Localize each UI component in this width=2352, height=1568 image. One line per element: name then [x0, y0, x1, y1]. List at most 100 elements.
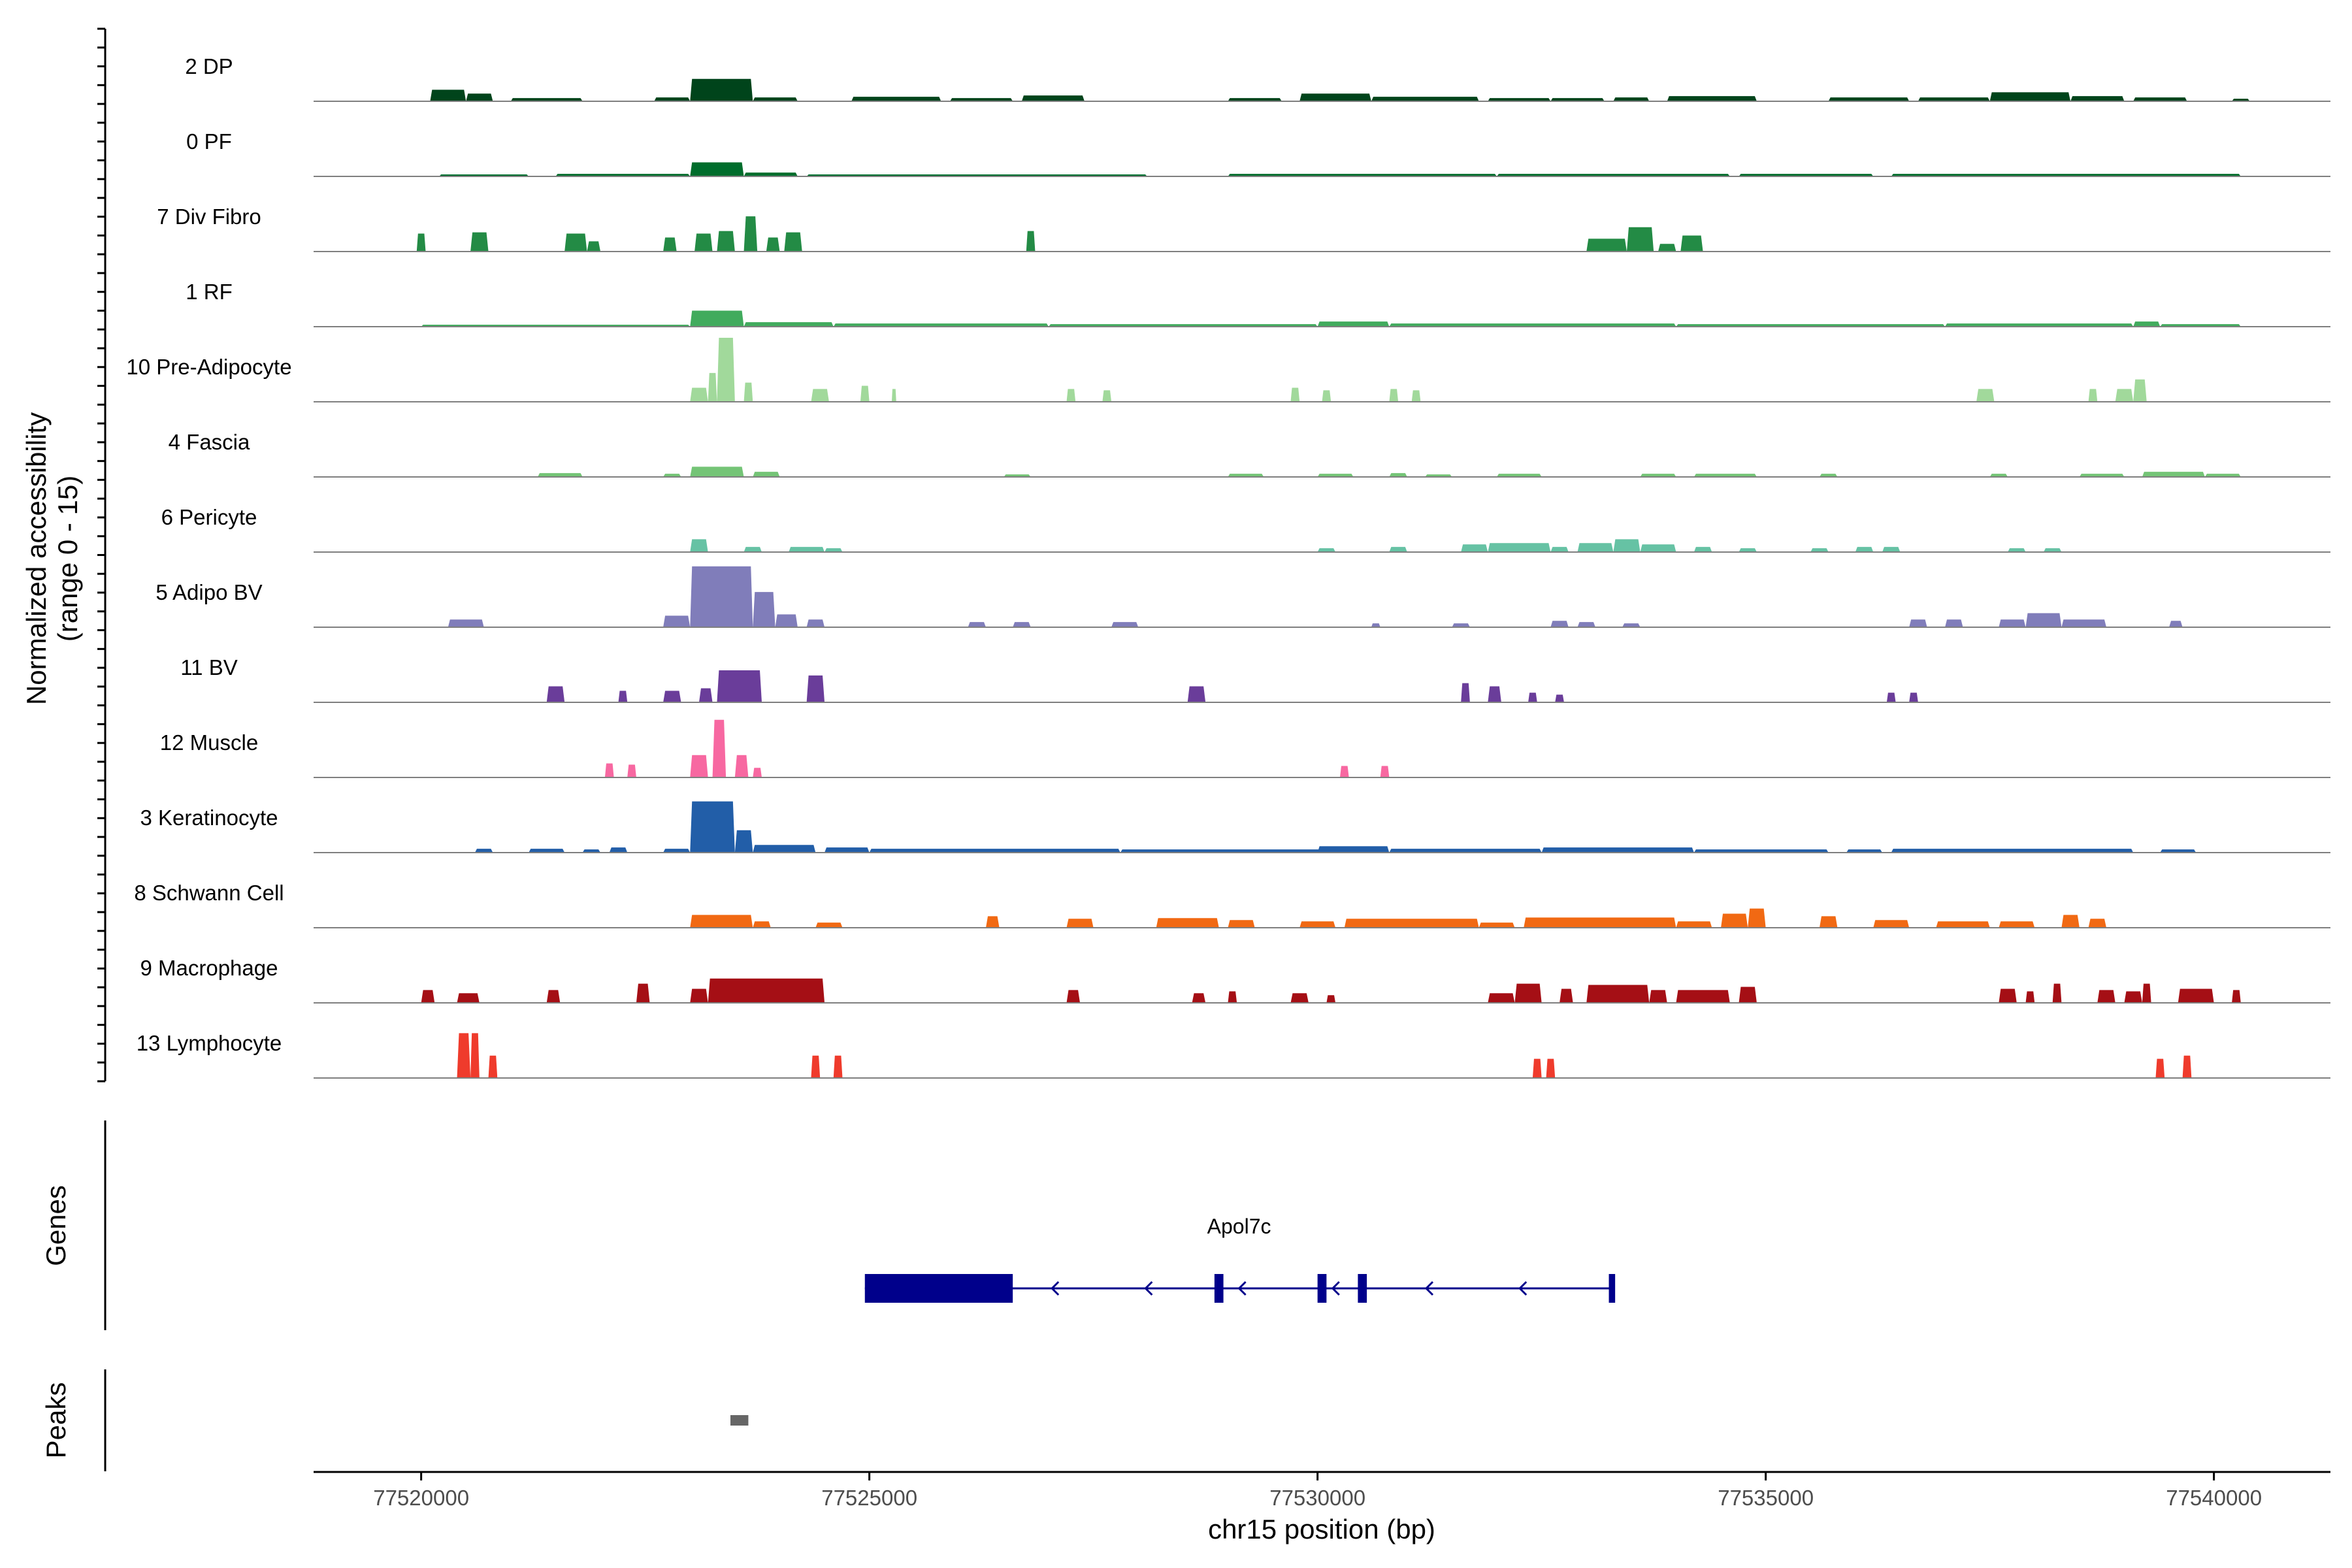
- coverage-peak: [833, 1055, 843, 1078]
- coverage-peak: [986, 916, 1000, 928]
- coverage-peak: [690, 162, 744, 176]
- coverage-peak: [1560, 988, 1573, 1003]
- coverage-peak: [753, 845, 816, 853]
- coverage-peak: [1497, 474, 1542, 477]
- track-2: 0 PF: [186, 129, 2330, 177]
- coverage-peak: [1613, 539, 1641, 552]
- gene-name-label: Apol7c: [1207, 1215, 1271, 1238]
- coverage-peak: [753, 768, 762, 777]
- coverage-peak: [1626, 227, 1654, 252]
- coverage-peak: [1322, 390, 1331, 402]
- coverage-peak: [2232, 990, 2241, 1003]
- coverage-peak: [1909, 693, 1918, 702]
- coverage-peak: [1550, 621, 1569, 627]
- coverage-peak: [474, 849, 493, 853]
- coverage-peak: [457, 1033, 471, 1078]
- coverage-peak: [1344, 919, 1479, 928]
- track-4: 1 RF: [186, 280, 2330, 327]
- coverage-peak: [1873, 920, 1910, 928]
- coverage-peak: [690, 801, 735, 853]
- coverage-peak: [1514, 983, 1542, 1003]
- coverage-peak: [546, 990, 561, 1003]
- track-label: 11 BV: [180, 655, 237, 679]
- coverage-peak: [1810, 548, 1829, 552]
- coverage-peak: [811, 1055, 821, 1078]
- coverage-peak: [1317, 846, 1390, 853]
- coverage-peak: [1855, 547, 1874, 552]
- coverage-peak: [851, 97, 941, 101]
- coverage-peak: [2052, 983, 2062, 1003]
- coverage-peak: [1532, 1058, 1542, 1078]
- exon: [1358, 1274, 1367, 1303]
- coverage-peak: [1550, 547, 1569, 552]
- gene-model: [864, 1274, 1616, 1303]
- coverage-peak: [712, 719, 727, 777]
- coverage-peak: [1339, 766, 1349, 777]
- track-14: 13 Lymphocyte: [137, 1031, 2330, 1079]
- exon: [1317, 1274, 1327, 1303]
- coverage-peak: [1555, 694, 1564, 702]
- coverage-peak: [1111, 622, 1139, 627]
- coverage-peak: [663, 615, 691, 627]
- coverage-peak: [2204, 474, 2241, 477]
- coverage-peak: [448, 619, 484, 627]
- coverage-peak: [950, 98, 1013, 101]
- coverage-peak: [743, 172, 798, 176]
- coverage-peak: [1577, 622, 1595, 627]
- coverage-peak: [1819, 474, 1838, 477]
- coverage-peak: [1389, 849, 1542, 853]
- coverage-peak: [627, 764, 636, 777]
- coverage-peak: [1989, 92, 2071, 101]
- coverage-peak: [1317, 321, 1390, 327]
- coverage-peak: [690, 566, 753, 627]
- coverage-peak: [753, 472, 780, 477]
- coverage-peak: [604, 763, 614, 777]
- coverage-peak: [1488, 993, 1515, 1003]
- coverage-peak: [538, 473, 583, 477]
- coverage-peak: [1999, 619, 2026, 627]
- strand-arrow: [1331, 1281, 1340, 1296]
- coverage-peak: [2169, 621, 2183, 627]
- strand-arrow: [1424, 1281, 1434, 1296]
- coverage-peak: [734, 830, 753, 853]
- coverage-peak: [2097, 990, 2115, 1003]
- track-label: 13 Lymphocyte: [137, 1031, 282, 1055]
- coverage-peak: [789, 547, 825, 552]
- track-6: 4 Fascia: [169, 430, 2330, 478]
- coverage-peak: [1909, 619, 1927, 627]
- coverage-peak: [1546, 1058, 1556, 1078]
- x-tick-label: 77535000: [1718, 1486, 1814, 1510]
- coverage-peak: [1488, 686, 1501, 702]
- coverage-peak: [457, 993, 480, 1003]
- coverage-peak: [860, 385, 870, 402]
- coverage-peak: [1658, 244, 1676, 252]
- coverage-peak: [775, 614, 798, 627]
- coverage-peak: [663, 691, 681, 702]
- coverage-peak: [690, 387, 708, 402]
- track-label: 3 Keratinocyte: [140, 806, 278, 830]
- coverage-peak: [743, 322, 834, 327]
- coverage-peak: [1999, 921, 2035, 928]
- coverage-peak: [1693, 547, 1712, 552]
- track-3: 7 Div Fibro: [157, 204, 2330, 252]
- coverage-peak: [811, 389, 829, 402]
- coverage-peak: [582, 849, 601, 853]
- coverage-peak: [2115, 389, 2134, 402]
- track-10: 12 Muscle: [160, 719, 2330, 778]
- coverage-peak: [2155, 1058, 2165, 1078]
- x-tick-label: 77520000: [373, 1486, 469, 1510]
- coverage-peak: [833, 323, 1049, 327]
- track-11: 3 Keratinocyte: [140, 801, 2330, 853]
- coverage-peak: [1192, 993, 1206, 1003]
- coverage-peak: [1389, 389, 1399, 402]
- coverage-peak: [654, 97, 691, 101]
- track-9: 11 BV: [180, 655, 2330, 703]
- coverage-peak: [806, 619, 825, 627]
- exon: [1214, 1274, 1224, 1303]
- peak-interval: [730, 1415, 749, 1426]
- coverage-peak: [2133, 321, 2161, 327]
- coverage-peak: [470, 232, 489, 252]
- coverage-peak: [708, 978, 825, 1003]
- coverage-peak: [1066, 389, 1076, 402]
